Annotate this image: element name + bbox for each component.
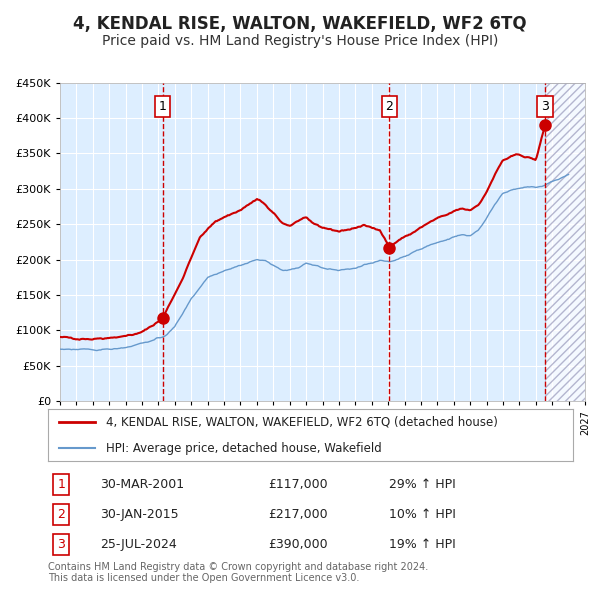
Text: 3: 3 <box>541 100 549 113</box>
Text: 29% ↑ HPI: 29% ↑ HPI <box>389 478 456 491</box>
Text: 30-JAN-2015: 30-JAN-2015 <box>101 508 179 521</box>
Text: 30-MAR-2001: 30-MAR-2001 <box>101 478 185 491</box>
Text: HPI: Average price, detached house, Wakefield: HPI: Average price, detached house, Wake… <box>106 442 382 455</box>
Text: Price paid vs. HM Land Registry's House Price Index (HPI): Price paid vs. HM Land Registry's House … <box>102 34 498 48</box>
Text: 2: 2 <box>57 508 65 521</box>
Text: 4, KENDAL RISE, WALTON, WAKEFIELD, WF2 6TQ: 4, KENDAL RISE, WALTON, WAKEFIELD, WF2 6… <box>73 15 527 33</box>
Bar <box>545 83 585 401</box>
Text: 19% ↑ HPI: 19% ↑ HPI <box>389 538 456 551</box>
Text: 3: 3 <box>57 538 65 551</box>
Text: £390,000: £390,000 <box>269 538 328 551</box>
Text: 1: 1 <box>158 100 166 113</box>
Text: 1: 1 <box>57 478 65 491</box>
Text: 25-JUL-2024: 25-JUL-2024 <box>101 538 177 551</box>
Text: £117,000: £117,000 <box>269 478 328 491</box>
Text: 2: 2 <box>386 100 394 113</box>
Text: 10% ↑ HPI: 10% ↑ HPI <box>389 508 456 521</box>
Text: 4, KENDAL RISE, WALTON, WAKEFIELD, WF2 6TQ (detached house): 4, KENDAL RISE, WALTON, WAKEFIELD, WF2 6… <box>106 416 497 429</box>
Text: Contains HM Land Registry data © Crown copyright and database right 2024.
This d: Contains HM Land Registry data © Crown c… <box>48 562 428 584</box>
Text: £217,000: £217,000 <box>269 508 328 521</box>
